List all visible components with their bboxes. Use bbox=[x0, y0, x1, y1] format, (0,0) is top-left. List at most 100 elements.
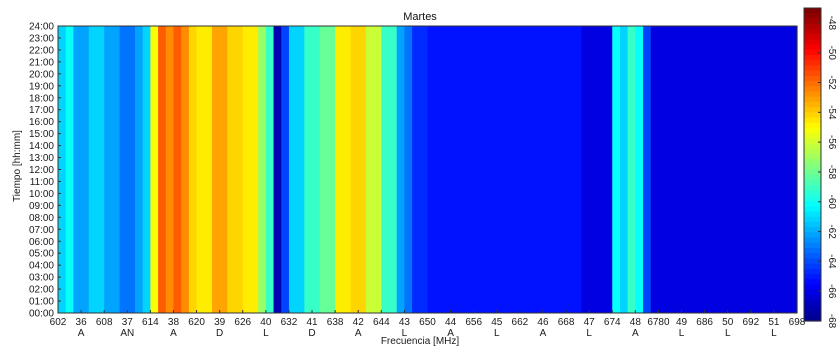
x-tick-label: 656 bbox=[465, 317, 482, 328]
x-tick-label: 38 bbox=[168, 317, 180, 328]
y-tick-label: 18:00 bbox=[29, 93, 54, 104]
colorbar-segment bbox=[804, 117, 821, 124]
y-tick-label: 06:00 bbox=[29, 237, 54, 248]
heatmap-column bbox=[104, 26, 121, 313]
x-tick-label: 49 bbox=[676, 317, 688, 328]
x-tick-label: 674 bbox=[604, 317, 621, 328]
colorbar-segment bbox=[804, 54, 821, 61]
y-tick-label: 23:00 bbox=[29, 33, 54, 44]
x-subtick-label: D bbox=[308, 328, 315, 339]
heatmap-column bbox=[273, 26, 282, 313]
colorbar-segment bbox=[804, 18, 821, 25]
colorbar-tick-label: -50 bbox=[826, 45, 837, 60]
heatmap-column bbox=[350, 26, 367, 313]
y-tick-label: 21:00 bbox=[29, 57, 54, 68]
heatmap-column bbox=[188, 26, 198, 313]
colorbar-segment bbox=[804, 112, 821, 119]
y-tick-label: 11:00 bbox=[30, 177, 55, 188]
colorbar-segment bbox=[804, 127, 821, 134]
heatmap-column bbox=[165, 26, 175, 313]
heatmap-column bbox=[381, 26, 398, 313]
x-subtick-label: A bbox=[170, 328, 177, 339]
heatmap-column bbox=[134, 26, 144, 313]
heatmap-column bbox=[119, 26, 136, 313]
heatmap-column bbox=[181, 26, 190, 313]
colorbar-segment bbox=[804, 274, 821, 280]
x-tick-label: 686 bbox=[696, 317, 713, 328]
colorbar-tick-label: -62 bbox=[826, 224, 837, 239]
y-tick-label: 19:00 bbox=[29, 81, 54, 92]
x-subtick-label: L bbox=[402, 328, 408, 339]
y-tick-label: 01:00 bbox=[29, 297, 54, 308]
colorbar-segment bbox=[804, 310, 821, 317]
x-tick-label: 45 bbox=[491, 317, 503, 328]
x-tick-label: 698 bbox=[789, 317, 806, 328]
colorbar-tick-label: -66 bbox=[826, 284, 837, 299]
y-tick-label: 22:00 bbox=[29, 45, 54, 56]
heatmap-column bbox=[196, 26, 213, 313]
heatmap-column bbox=[619, 26, 629, 313]
heatmap-column bbox=[365, 26, 382, 313]
colorbar-segment bbox=[804, 143, 821, 150]
heatmap-column bbox=[650, 26, 798, 313]
y-tick-label: 17:00 bbox=[29, 105, 54, 116]
colorbar-tick-label: -54 bbox=[826, 105, 837, 120]
colorbar-frame bbox=[803, 7, 822, 322]
x-subtick-label: D bbox=[216, 328, 223, 339]
x-subtick-label: A bbox=[355, 328, 362, 339]
colorbar-segment bbox=[804, 279, 821, 286]
y-tick-label: 16:00 bbox=[29, 117, 54, 128]
colorbar-segment bbox=[804, 138, 821, 145]
colorbar-segment bbox=[804, 148, 821, 155]
colorbar: -48 -50 -52 -54 -56 -58 -60 -62 -64 -66 -68 bbox=[803, 7, 837, 329]
colorbar-segment bbox=[804, 237, 821, 244]
heatmap-column bbox=[404, 26, 413, 313]
colorbar-segment bbox=[804, 86, 821, 93]
x-subtick-label: A bbox=[540, 328, 547, 339]
colorbar-segment bbox=[804, 101, 821, 108]
x-tick-label: 47 bbox=[584, 317, 596, 328]
heatmap-column bbox=[396, 26, 406, 313]
y-tick-label: 20:00 bbox=[29, 69, 54, 80]
x-subtick-label: L bbox=[771, 328, 777, 339]
x-tick-label: 42 bbox=[353, 317, 365, 328]
x-tick-label: 650 bbox=[419, 317, 436, 328]
x-tick-label: 602 bbox=[50, 317, 67, 328]
colorbar-segment bbox=[804, 34, 821, 40]
y-tick-label: 09:00 bbox=[29, 201, 54, 212]
x-tick-label: 608 bbox=[96, 317, 113, 328]
heatmap-column bbox=[304, 26, 321, 313]
colorbar-segment bbox=[804, 23, 821, 30]
colorbar-segment bbox=[804, 253, 821, 259]
x-tick-label: 41 bbox=[306, 317, 318, 328]
colorbar-segment bbox=[804, 294, 821, 301]
y-tick-label: 07:00 bbox=[29, 225, 54, 236]
colorbar-segment bbox=[804, 216, 821, 223]
colorbar-segment bbox=[804, 8, 821, 14]
heatmap-column bbox=[173, 26, 182, 313]
x-tick-label: 37 bbox=[122, 317, 134, 328]
colorbar-tick-label: -60 bbox=[826, 195, 837, 210]
x-axis-label: Frecuencia [MHz] bbox=[381, 336, 460, 347]
heatmap-column bbox=[281, 26, 290, 313]
x-subtick-label: A bbox=[632, 328, 639, 339]
x-tick-label: 44 bbox=[445, 317, 457, 328]
x-subtick-label: A bbox=[78, 328, 85, 339]
colorbar-segment bbox=[804, 227, 821, 233]
colorbar-segment bbox=[804, 206, 821, 213]
x-subtick-label: L bbox=[586, 328, 592, 339]
colorbar-segment bbox=[804, 122, 821, 129]
x-tick-label: 632 bbox=[281, 317, 298, 328]
heatmap-column bbox=[319, 26, 336, 313]
y-tick-label: 12:00 bbox=[29, 165, 54, 176]
colorbar-segment bbox=[804, 211, 821, 218]
x-tick-label: 638 bbox=[327, 317, 344, 328]
x-tick-label: 50 bbox=[722, 317, 734, 328]
y-tick-label: 14:00 bbox=[29, 141, 54, 152]
colorbar-segment bbox=[804, 242, 821, 249]
heatmap-column bbox=[627, 26, 636, 313]
x-tick-label: 620 bbox=[188, 317, 205, 328]
colorbar-tick-label: -58 bbox=[826, 165, 837, 180]
